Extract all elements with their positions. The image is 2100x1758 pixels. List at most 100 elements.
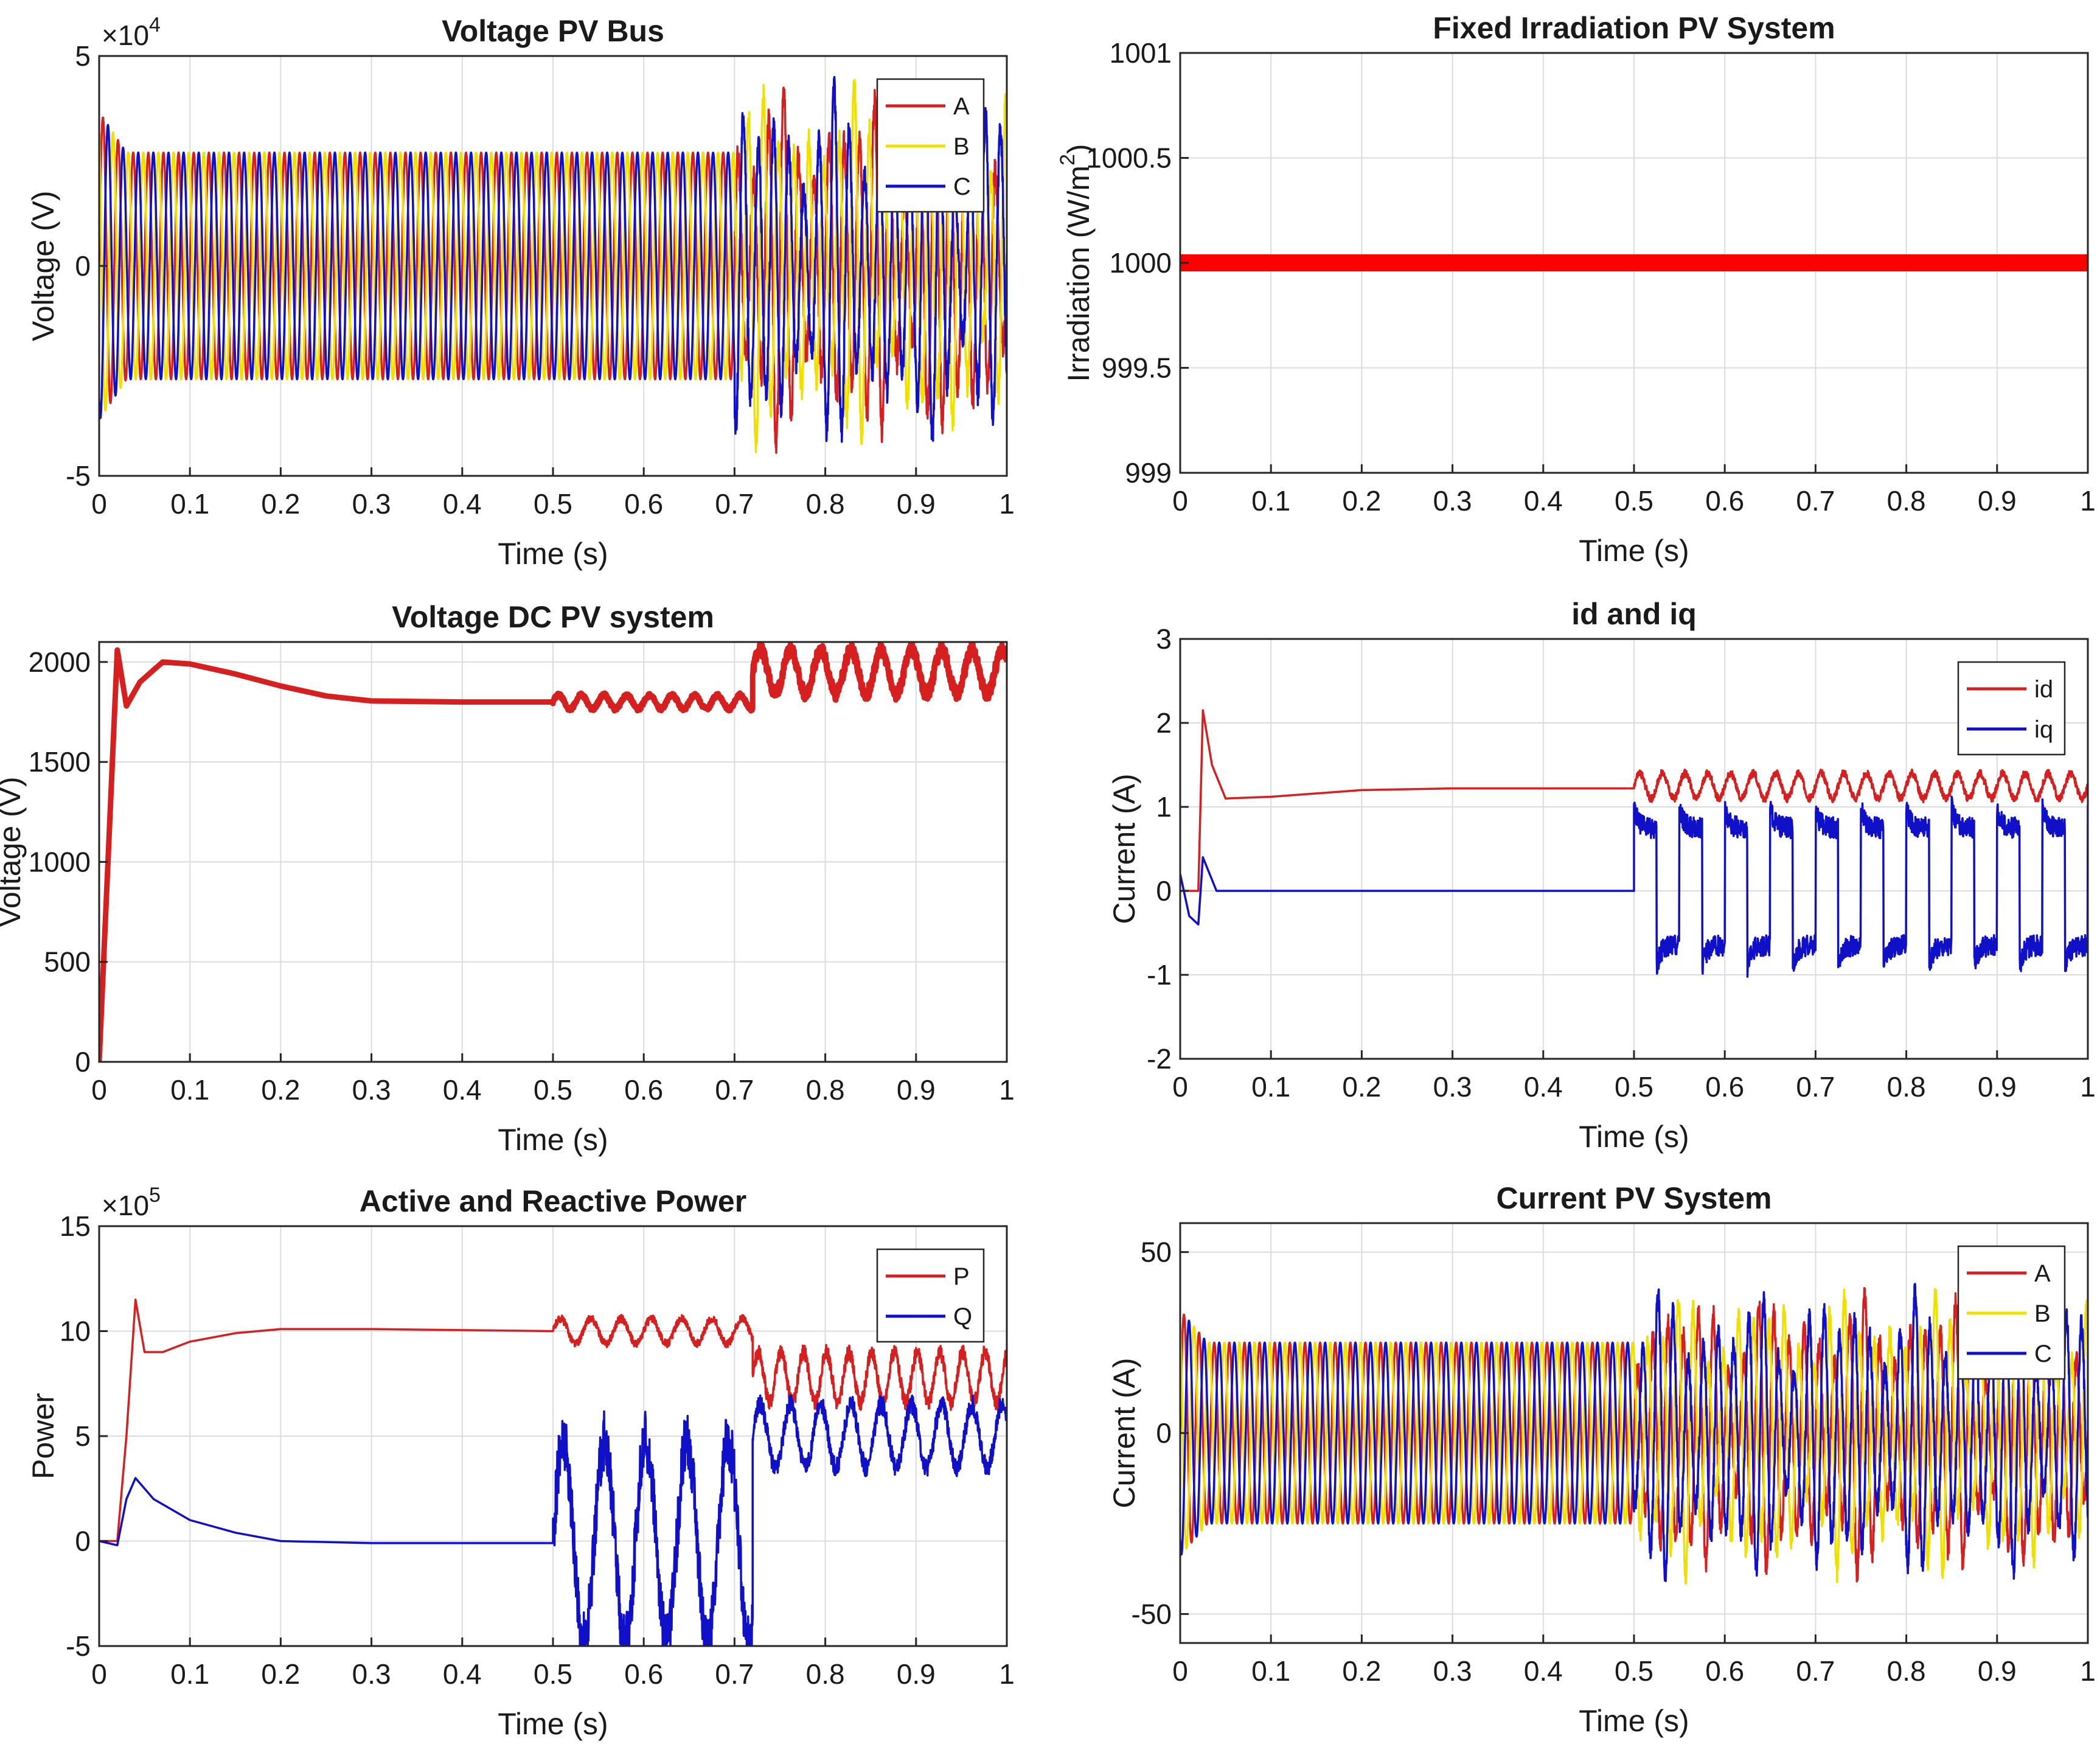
x-tick-label: 0.5 — [534, 1074, 572, 1106]
fixed-irradiation-chart: 0 0.1 0.2 0.3 0.4 0.5 0.6 0.7 0.8 0.9 1 999 999.5 100… — [1056, 11, 2096, 568]
x-tick-label: 0 — [91, 1074, 107, 1106]
x-axis-label: Time (s) — [1579, 1120, 1689, 1154]
series-group — [99, 642, 1007, 1062]
y-axis-label-text: Irradiation (W/m — [1062, 166, 1096, 382]
x-tick-label: 0.8 — [806, 488, 845, 520]
y-tick-label: 0 — [75, 250, 91, 282]
y-axis-label-text: Power — [26, 1393, 60, 1479]
x-tick-label: 0.7 — [715, 488, 754, 520]
x-tick-label: 0.4 — [443, 488, 482, 520]
series-line-c — [1180, 1283, 2088, 1582]
y-tick-label: -1 — [1147, 959, 1172, 991]
y-axis-label-close: ) — [1062, 144, 1096, 154]
legend-label-p: P — [953, 1263, 970, 1290]
x-tick-label: 0.3 — [352, 488, 391, 520]
y-tick-label: 0 — [75, 1046, 91, 1078]
x-tick-label: 0.3 — [1433, 485, 1472, 517]
x-tick-label: 0 — [1172, 1655, 1188, 1687]
x-tick-label: 0.6 — [1705, 1071, 1744, 1103]
series-line-c — [99, 75, 1007, 443]
series-group — [99, 75, 1007, 454]
y-axis-label: Voltage (V) — [26, 190, 60, 341]
y-tick-label: 1 — [1156, 791, 1172, 823]
x-tick-label: 0.4 — [1524, 1655, 1563, 1687]
series-line-p — [99, 1299, 1007, 1543]
y-axis-label-text: Current (A) — [1107, 773, 1141, 924]
x-tick-label: 0.2 — [261, 488, 300, 520]
x-tick-label: 0.8 — [1887, 485, 1926, 517]
x-tick-label: 0.5 — [534, 488, 572, 520]
series-line-b — [1180, 1288, 2088, 1585]
x-tick-label: 0.4 — [1524, 485, 1563, 517]
legend-box — [1957, 661, 2066, 756]
legend-label-a: A — [2034, 1260, 2051, 1287]
x-tick-label: 0.8 — [1887, 1071, 1926, 1103]
y-tick-label: 5 — [75, 40, 91, 72]
chart-title: Active and Reactive Power — [360, 1184, 746, 1218]
x-tick-label: 0.9 — [1978, 485, 2017, 517]
x-tick-label: 1 — [2080, 1655, 2096, 1687]
x-axis-label: Time (s) — [498, 1123, 608, 1157]
x-tick-label: 0.6 — [1705, 485, 1744, 517]
legend: ABC — [1957, 1245, 2066, 1380]
x-axis-label: Time (s) — [498, 1707, 608, 1741]
y-tick-label: -2 — [1147, 1043, 1172, 1075]
x-tick-label: 0.9 — [1978, 1071, 2017, 1103]
y-tick-label: 500 — [44, 946, 91, 978]
series-line-iq — [1180, 795, 2088, 978]
x-tick-label: 0.2 — [1342, 485, 1381, 517]
legend: ABC — [876, 78, 985, 213]
legend-label-b: B — [2034, 1300, 2051, 1327]
series-line-vdc — [99, 642, 1007, 1062]
y-tick-label: 3 — [1156, 623, 1172, 655]
x-tick-label: 0.9 — [897, 1658, 936, 1690]
y-tick-label: 999 — [1125, 457, 1172, 489]
y-axis-label: Current (A) — [1107, 773, 1141, 924]
y-axis-label-superscript: 2 — [1056, 154, 1079, 166]
x-tick-label: 1 — [999, 488, 1015, 520]
x-tick-label: 0.4 — [443, 1074, 482, 1106]
y-tick-label: 10 — [60, 1316, 91, 1347]
legend-label-b: B — [953, 133, 970, 160]
legend-label-id: id — [2034, 676, 2053, 703]
x-tick-label: 0.8 — [1887, 1655, 1926, 1687]
x-tick-label: 0.2 — [261, 1074, 300, 1106]
current-pv-chart: 0 0.1 0.2 0.3 0.4 0.5 0.6 0.7 0.8 0.9 1-50050Curre… — [1107, 1181, 2096, 1738]
x-tick-label: 1 — [999, 1074, 1015, 1106]
x-tick-label: 0 — [91, 488, 107, 520]
y-tick-label: 15 — [60, 1210, 91, 1242]
y-tick-label: 2 — [1156, 707, 1172, 739]
legend: id iq — [1957, 661, 2066, 756]
legend-label-iq: iq — [2034, 716, 2053, 743]
series-line-a — [1180, 1286, 2088, 1583]
chart-title: Voltage PV Bus — [442, 14, 664, 48]
x-tick-label: 0.6 — [624, 488, 663, 520]
x-tick-label: 0.7 — [1796, 1655, 1835, 1687]
y-tick-label: 5 — [75, 1420, 91, 1452]
y-axis-label-text: Current (A) — [1107, 1358, 1141, 1508]
y-tick-label: 50 — [1141, 1237, 1172, 1268]
x-tick-label: 0.7 — [1796, 1071, 1835, 1103]
x-axis-label: Time (s) — [1579, 534, 1689, 568]
x-tick-label: 0.7 — [715, 1658, 754, 1690]
y-scale-multiplier: ×104 — [102, 13, 161, 51]
y-tick-label: -5 — [66, 460, 91, 492]
y-tick-label: -5 — [66, 1630, 91, 1662]
y-axis-label: Current (A) — [1107, 1358, 1141, 1508]
y-tick-label: -50 — [1132, 1598, 1172, 1630]
y-tick-label: 999.5 — [1102, 352, 1172, 384]
x-tick-label: 0.3 — [1433, 1071, 1472, 1103]
x-tick-label: 0.2 — [1342, 1071, 1381, 1103]
x-axis-label: Time (s) — [498, 537, 608, 571]
voltage-dc-chart: 0 0.1 0.2 0.3 0.4 0.5 0.6 0.7 0.8 0.9 1 0 500 1000 150… — [0, 600, 1015, 1157]
x-tick-label: 0.1 — [170, 488, 209, 520]
series-line-q — [99, 1394, 1007, 1646]
chart-title: id and iq — [1571, 597, 1697, 631]
voltage-pv-bus-chart: 0 0.1 0.2 0.3 0.4 0.5 0.6 0.7 0.8 0.9 1-505Voltage… — [26, 13, 1015, 571]
series-line-b — [99, 78, 1007, 453]
legend-label-a: A — [953, 93, 970, 120]
y-scale-exponent: 5 — [149, 1184, 161, 1207]
x-tick-label: 0 — [1172, 1071, 1188, 1103]
series-group — [1180, 1283, 2088, 1585]
active-reactive-power-chart: 0 0.1 0.2 0.3 0.4 0.5 0.6 0.7 0.8 0.9 1-5051015Act… — [26, 1184, 1015, 1741]
